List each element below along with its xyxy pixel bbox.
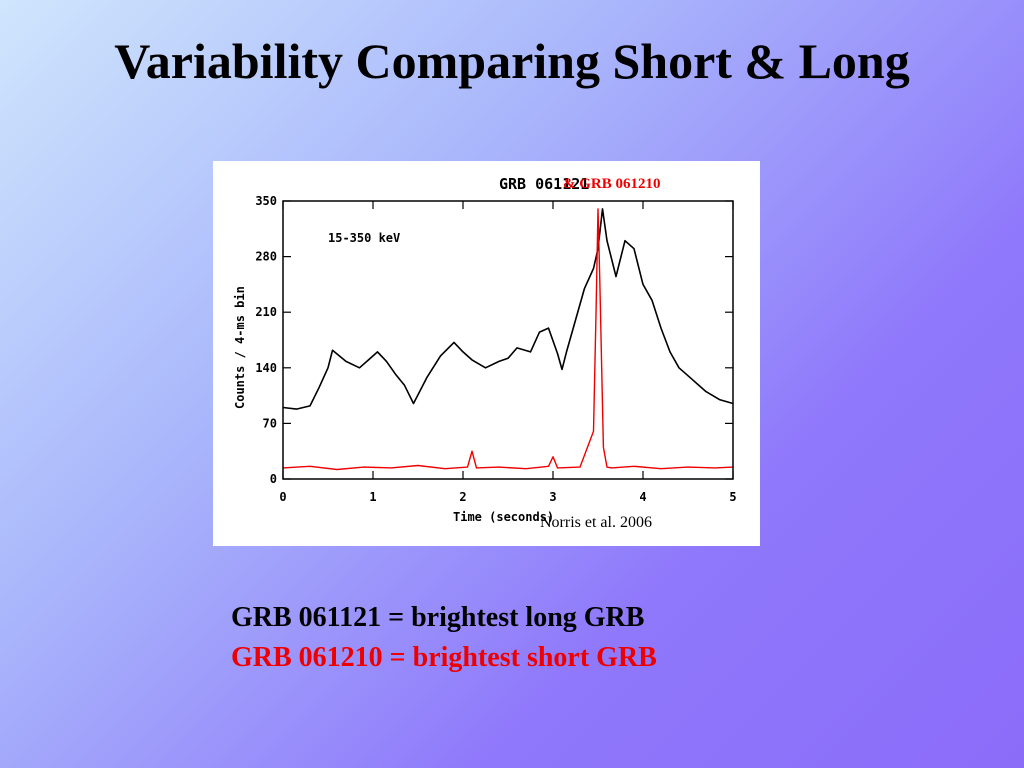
y-tick-label: 0: [270, 472, 277, 486]
light-curve-figure: GRB 061121 & GRB 061210 15-350 keV Time …: [213, 161, 760, 546]
chart-title: GRB 061121: [499, 175, 589, 193]
y-tick-label: 280: [255, 250, 277, 264]
y-tick-label: 350: [255, 194, 277, 208]
series-line-grb-061121: [282, 208, 734, 410]
y-tick-label: 140: [255, 361, 277, 375]
light-curve-chart: GRB 061121 & GRB 061210 15-350 keV Time …: [233, 175, 737, 524]
x-tick-label: 4: [639, 490, 646, 504]
y-axis-label: Counts / 4-ms bin: [233, 286, 247, 409]
y-tick-label: 70: [263, 416, 277, 430]
x-axis-label: Time (seconds): [453, 510, 554, 524]
y-tick-label: 210: [255, 305, 277, 319]
x-tick-label: 3: [549, 490, 556, 504]
citation: Norris et al. 2006: [540, 514, 652, 531]
x-tick-label: 5: [729, 490, 736, 504]
plot-frame: [282, 200, 734, 480]
short-grb-line: GRB 061210 = brightest short GRB: [231, 642, 657, 673]
x-tick-label: 1: [369, 490, 376, 504]
chart-title-addendum: & GRB 061210: [563, 176, 661, 192]
x-tick-label: 2: [459, 490, 466, 504]
summary-text: GRB 061121 = brightest long GRB GRB 0612…: [231, 598, 657, 678]
x-tick-label: 0: [279, 490, 286, 504]
long-grb-line: GRB 061121 = brightest long GRB: [231, 602, 645, 633]
slide-title: Variability Comparing Short & Long: [114, 33, 910, 89]
series-line-grb-061210: [282, 208, 734, 471]
energy-band-label: 15-350 keV: [328, 231, 400, 245]
